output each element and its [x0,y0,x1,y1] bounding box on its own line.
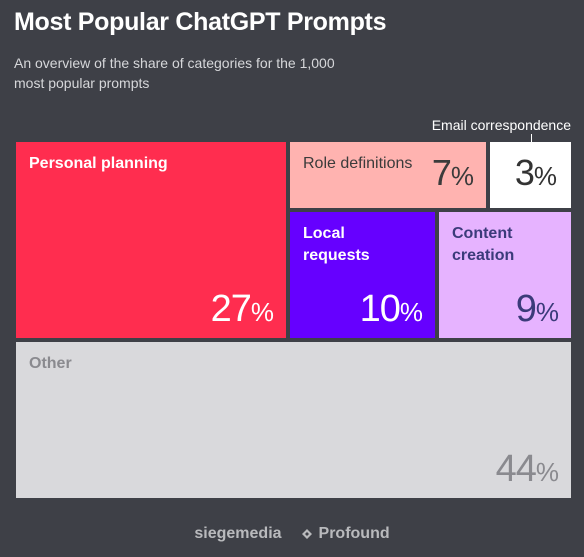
chart-subtitle: An overview of the share of categories f… [14,55,335,91]
tile-email-correspondence: 3% [490,142,571,208]
tile-label-role-definitions: Role definitions [303,155,413,172]
tile-label-personal-planning: Personal planning [29,155,168,172]
profound-logo-icon [301,529,312,539]
callout-leader-line [531,134,532,143]
tile-other: Other 44% [16,342,571,498]
tile-value-personal-planning: 27% [210,288,274,330]
tile-value-other: 44% [495,448,559,490]
tile-local-requests: Local requests 10% [290,212,435,338]
tile-label-local-requests: Local requests [303,225,370,264]
callout-email-correspondence: Email correspondence [431,117,571,133]
brand-profound-label: Profound [318,525,390,542]
brand-siegemedia: siegemedia [194,525,282,542]
brand-profound: Profound [300,525,390,543]
tile-value-role-definitions: 7% [431,152,474,193]
chart-title: Most Popular ChatGPT Prompts [14,8,387,36]
tile-label-content-creation: Content creation [452,225,515,264]
tile-personal-planning: Personal planning 27% [16,142,286,338]
footer: siegemedia Profound [0,525,584,543]
tile-content-creation: Content creation 9% [439,212,571,338]
tile-label-other: Other [29,355,72,372]
tile-value-email-correspondence: 3% [514,152,557,193]
tile-value-local-requests: 10% [359,288,423,330]
tile-role-definitions: Role definitions 7% [290,142,486,208]
tile-value-content-creation: 9% [515,288,559,330]
